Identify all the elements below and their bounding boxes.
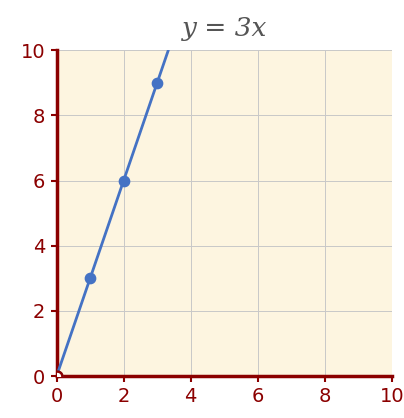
Title: y = 3x: y = 3x bbox=[181, 16, 267, 41]
Point bbox=[53, 373, 60, 380]
Point bbox=[120, 177, 127, 184]
Point bbox=[154, 79, 160, 86]
Point bbox=[53, 373, 60, 380]
Point bbox=[87, 275, 93, 282]
